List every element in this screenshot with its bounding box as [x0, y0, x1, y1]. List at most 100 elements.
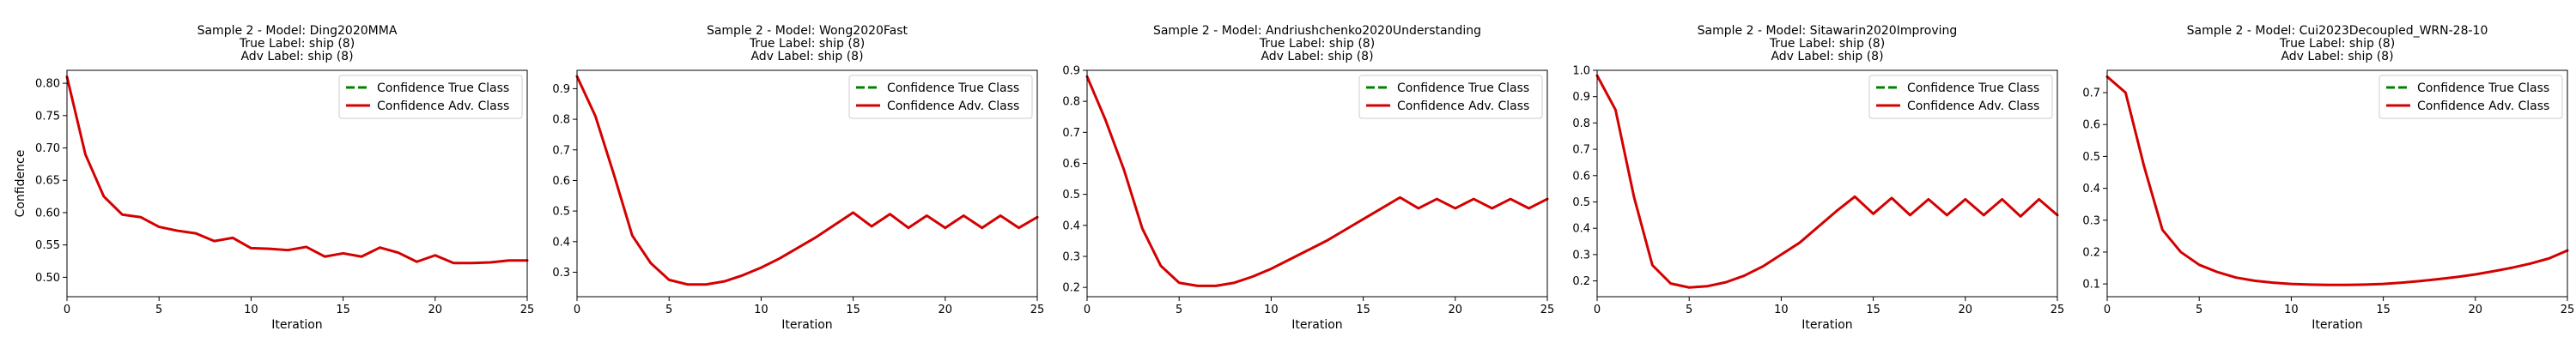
chart-4-y-tick-label: 0.5 [1572, 196, 1590, 209]
chart-4-title-line-1: Sample 2 - Model: Sitawarin2020Improving [1698, 24, 1958, 38]
chart-1-title-line-3: Adv Label: ship (8) [240, 50, 353, 63]
chart-3-x-axis-label: Iteration [1291, 318, 1342, 332]
chart-1-x-tick-label: 20 [428, 304, 443, 316]
chart-5-legend-label-true-class: Confidence True Class [2417, 81, 2549, 95]
chart-5-y-tick-label: 0.7 [2082, 87, 2100, 100]
chart-5-title-line-1: Sample 2 - Model: Cui2023Decoupled_WRN-2… [2187, 24, 2488, 38]
chart-2-x-tick-label: 25 [1030, 304, 1045, 316]
chart-3-plot-frame [1086, 69, 1548, 298]
chart-2-y-tick-label: 0.4 [552, 236, 570, 249]
chart-4-x-tick-label: 5 [1686, 304, 1692, 316]
chart-5-x-tick-label: 0 [2104, 304, 2111, 316]
chart-4-title-line-2: True Label: ship (8) [1769, 37, 1885, 51]
chart-3-x-tick-label: 25 [1540, 304, 1555, 316]
chart-5-x-tick-label: 5 [2196, 304, 2202, 316]
chart-2-x-tick-label: 10 [754, 304, 769, 316]
chart-1-x-tick-label: 10 [244, 304, 258, 316]
chart-5-x-axis-label: Iteration [2312, 318, 2362, 332]
chart-4-legend-box [1868, 75, 2053, 119]
chart-1-legend-label-true-class: Confidence True Class [377, 81, 509, 95]
chart-2-title-line-2: True Label: ship (8) [749, 37, 865, 51]
chart-4-y-tick-label: 0.6 [1572, 170, 1590, 183]
chart-4-plot-frame [1596, 69, 2058, 298]
chart-1-x-tick-label: 25 [520, 304, 535, 316]
chart-2-y-tick-label: 0.7 [552, 144, 570, 157]
chart-1-y-axis-label: Confidence [14, 150, 27, 218]
chart-2-x-tick-label: 15 [846, 304, 860, 316]
chart-5-title-line-2: True Label: ship (8) [2279, 37, 2395, 51]
chart-1-y-tick-label: 0.75 [35, 110, 60, 123]
chart-3-y-tick-label: 0.3 [1062, 250, 1080, 263]
chart-4-x-tick-label: 25 [2050, 304, 2065, 316]
chart-2-y-tick-label: 0.6 [552, 175, 570, 188]
chart-5-x-tick-label: 25 [2561, 304, 2575, 316]
chart-5-y-tick-label: 0.3 [2082, 214, 2100, 227]
chart-3-y-tick-label: 0.7 [1062, 127, 1080, 140]
chart-2-title-line-1: Sample 2 - Model: Wong2020Fast [707, 24, 908, 38]
chart-5-legend-label-adv-class: Confidence Adv. Class [2417, 99, 2549, 113]
chart-1-x-tick-label: 0 [64, 304, 70, 316]
chart-4-legend-label-adv-class: Confidence Adv. Class [1907, 99, 2039, 113]
chart-3-legend-label-true-class: Confidence True Class [1397, 81, 1529, 95]
chart-3-series-adv-class-line [1085, 75, 1549, 287]
chart-2-title-line-3: Adv Label: ship (8) [750, 50, 863, 63]
chart-4-y-tick-label: 0.3 [1572, 249, 1590, 262]
chart-1-y-tick-label: 0.55 [35, 239, 60, 252]
chart-3-legend-box [1358, 75, 1543, 119]
chart-3-x-tick-label: 10 [1264, 304, 1279, 316]
chart-4-y-tick-label: 0.9 [1572, 91, 1590, 104]
chart-5-y-tick-label: 0.4 [2082, 183, 2100, 196]
chart-3-y-tick-label: 0.9 [1062, 65, 1080, 78]
chart-1-title-line-1: Sample 2 - Model: Ding2020MMA [197, 24, 398, 38]
chart-2-x-axis-label: Iteration [781, 318, 832, 332]
chart-4-y-tick-label: 0.2 [1572, 275, 1590, 288]
chart-4-x-tick-label: 10 [1774, 304, 1789, 316]
chart-1-y-tick-label: 0.60 [35, 207, 60, 220]
chart-4-legend-label-true-class: Confidence True Class [1907, 81, 2039, 95]
chart-5-y-tick-label: 0.2 [2082, 246, 2100, 259]
chart-4-x-tick-label: 0 [1594, 304, 1601, 316]
chart-3-x-tick-label: 0 [1084, 304, 1091, 316]
chart-2-y-tick-label: 0.3 [552, 267, 570, 280]
chart-2-legend-label-true-class: Confidence True Class [887, 81, 1019, 95]
chart-3-legend-label-adv-class: Confidence Adv. Class [1397, 99, 1529, 113]
chart-4-y-tick-label: 0.8 [1572, 117, 1590, 130]
chart-1-x-tick-label: 15 [336, 304, 350, 316]
chart-1-y-tick-label: 0.70 [35, 142, 60, 155]
chart-5-x-tick-label: 10 [2284, 304, 2299, 316]
chart-2-y-tick-label: 0.9 [552, 83, 570, 96]
chart-5-x-tick-label: 20 [2469, 304, 2483, 316]
chart-3-y-tick-label: 0.4 [1062, 220, 1080, 232]
chart-4-x-tick-label: 15 [1866, 304, 1880, 316]
chart-5-x-tick-label: 15 [2376, 304, 2391, 316]
chart-5-y-tick-label: 0.6 [2082, 119, 2100, 132]
chart-2-x-tick-label: 5 [665, 304, 672, 316]
chart-5-plot-frame [2106, 69, 2568, 298]
chart-4-y-tick-label: 1.0 [1572, 65, 1590, 78]
chart-1-series-adv-class-line [65, 75, 529, 265]
chart-1-x-axis-label: Iteration [271, 318, 322, 332]
chart-3-y-tick-label: 0.6 [1062, 158, 1080, 171]
chart-3-title-line-2: True Label: ship (8) [1259, 37, 1375, 51]
chart-4-series-adv-class-line [1595, 74, 2059, 289]
chart-5-series-adv-class-line [2105, 75, 2569, 286]
chart-3-y-tick-label: 0.5 [1062, 189, 1080, 202]
chart-3-x-tick-label: 20 [1449, 304, 1463, 316]
chart-2-legend-label-adv-class: Confidence Adv. Class [887, 99, 1019, 113]
chart-2-y-tick-label: 0.5 [552, 206, 570, 219]
chart-2-y-tick-label: 0.8 [552, 114, 570, 127]
chart-3-y-tick-label: 0.2 [1062, 282, 1080, 295]
chart-2-series-adv-class-line [575, 75, 1039, 286]
chart-1-legend-label-adv-class: Confidence Adv. Class [377, 99, 509, 113]
chart-5-legend-box [2379, 75, 2563, 119]
chart-4-y-tick-label: 0.4 [1572, 223, 1590, 236]
chart-2-x-tick-label: 0 [574, 304, 580, 316]
chart-3-y-tick-label: 0.8 [1062, 96, 1080, 109]
chart-1-y-tick-label: 0.80 [35, 78, 60, 91]
chart-3-title-line-1: Sample 2 - Model: Andriushchenko2020Unde… [1153, 24, 1481, 38]
chart-5-y-tick-label: 0.1 [2082, 279, 2100, 292]
chart-5-title-line-3: Adv Label: ship (8) [2281, 50, 2393, 63]
chart-2-plot-frame [576, 69, 1038, 298]
chart-1-x-tick-label: 5 [155, 304, 162, 316]
